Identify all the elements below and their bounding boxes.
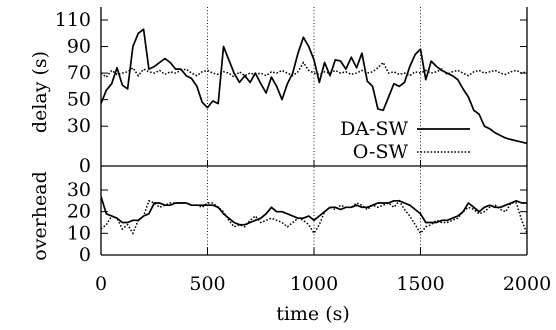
overhead-ytick-label-30: 30	[67, 179, 91, 201]
xtick-label-2000: 2000	[503, 273, 551, 295]
delay-series-o-sw	[101, 61, 527, 79]
xtick-label-500: 500	[189, 273, 225, 295]
delay-ytick-label-110: 110	[55, 9, 91, 31]
top-ylabel: delay (s)	[29, 51, 51, 133]
delay-ytick-label-90: 90	[67, 36, 91, 58]
delay-ytick-label-50: 50	[67, 89, 91, 111]
x-axis-label: time (s)	[276, 303, 350, 325]
overhead-ytick-label-0: 0	[79, 244, 91, 266]
legend-label-da-sw: DA-SW	[340, 118, 408, 140]
delay-ytick-label-70: 70	[67, 62, 91, 84]
overhead-ytick-label-10: 10	[67, 222, 91, 244]
axes-layer	[100, 7, 528, 256]
overhead-series-da-sw	[101, 196, 527, 226]
xtick-label-0: 0	[95, 273, 107, 295]
delay-ytick-label-30: 30	[67, 115, 91, 137]
delay-ytick-label-0: 0	[79, 155, 91, 177]
series-layer	[101, 28, 527, 235]
xtick-label-1000: 1000	[290, 273, 338, 295]
bottom-ylabel: overhead	[29, 171, 51, 260]
xtick-label-1500: 1500	[396, 273, 444, 295]
overhead-ytick-label-20: 20	[67, 201, 91, 223]
delay-series-da-sw	[101, 28, 527, 145]
legend: DA-SW O-SW	[340, 118, 470, 163]
legend-label-o-sw: O-SW	[353, 141, 409, 163]
